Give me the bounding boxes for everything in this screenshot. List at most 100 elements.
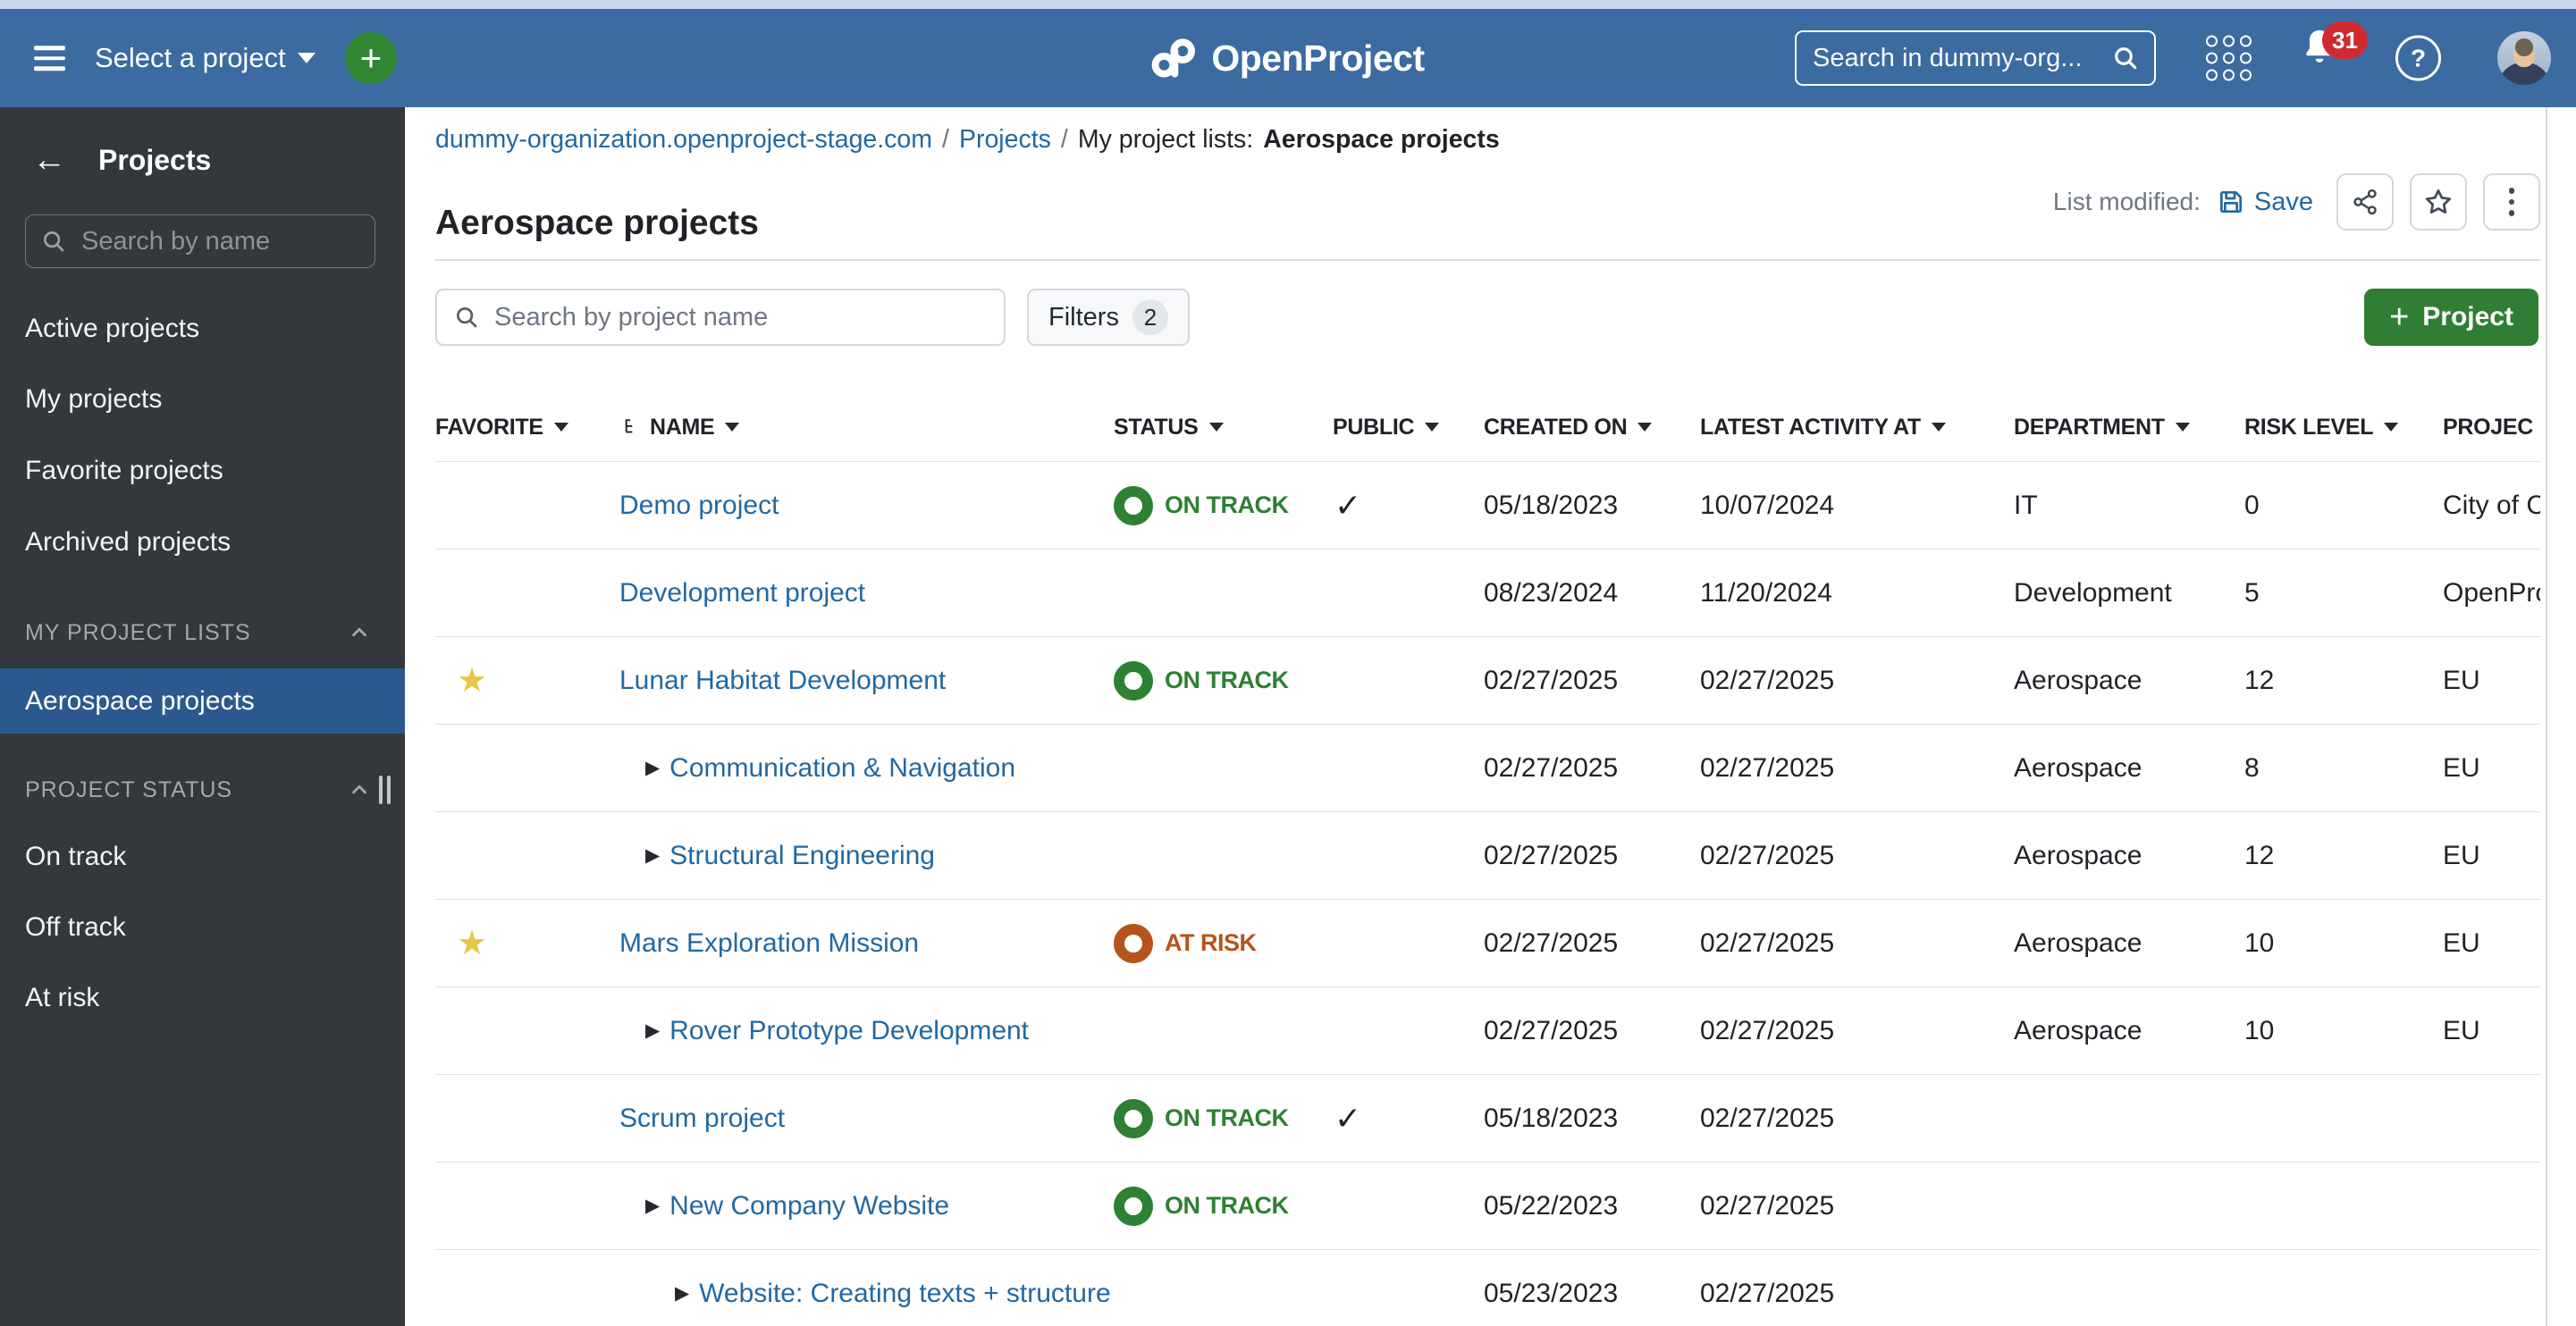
project-search-box[interactable] [435,289,1006,346]
openproject-logo-text: OpenProject [1211,37,1425,79]
sidebar-item-on-track[interactable]: On track [25,842,127,871]
status-cell: ON TRACK [1114,485,1333,525]
sidebar-item-at-risk[interactable]: At risk [25,983,100,1012]
main-content: dummy-organization.openproject-stage.com… [405,107,2576,1326]
back-arrow-icon[interactable]: ← [32,141,66,179]
column-header-label: CREATED ON [1484,414,1628,440]
favorite-star-icon[interactable]: ★ [457,662,488,700]
sidebar-section-project-status[interactable]: PROJECT STATUS [0,763,405,817]
latest-activity-cell: 10/07/2024 [1700,490,1835,520]
global-search-box[interactable] [1795,30,2156,86]
breadcrumb-current: Aerospace projects [1263,125,1500,154]
page-title: Aerospace projects [435,204,759,243]
status-donut-icon [1114,660,1153,701]
expand-arrow-icon[interactable]: ▶ [675,1283,690,1304]
project-link[interactable]: Communication & Navigation [669,752,1016,783]
right-scroll-edge[interactable] [2546,107,2547,1326]
sidebar-item-archived-projects[interactable]: Archived projects [25,527,232,557]
column-header-latest-activity-at[interactable]: LATEST ACTIVITY AT [1700,415,2014,441]
column-header-label: DEPARTMENT [2014,414,2165,440]
project-link[interactable]: Scrum project [619,1103,786,1133]
column-header-status[interactable]: STATUS [1114,415,1333,441]
breadcrumb-host-link[interactable]: dummy-organization.openproject-stage.com [435,125,933,154]
notification-count-badge[interactable]: 31 [2322,21,2368,59]
avatar[interactable] [2497,31,2551,85]
sidebar-item-aerospace-projects[interactable]: Aerospace projects [0,668,405,734]
department-cell: Aerospace [2014,665,2142,695]
projects-table-rows: Demo project ON TRACK ✓ 05/18/2023 10/07/202… [435,461,2540,1326]
table-row: ▶ Communication & Navigation 02/27/2025 02/… [435,724,2540,811]
global-search-input[interactable] [1811,42,2111,74]
sort-caret-icon [2384,423,2399,432]
expand-arrow-icon[interactable]: ▶ [645,1196,661,1216]
sidebar-resize-handle[interactable] [379,776,391,804]
project-link[interactable]: Website: Creating texts + structure [699,1278,1111,1308]
project-cell: EU [2443,665,2480,695]
status-donut-icon [1114,923,1153,963]
project-cell: City of C [2443,490,2540,520]
sidebar-search-input[interactable] [80,225,360,257]
table-row: ▶ Website: Creating texts + structure 05/2… [435,1249,2540,1326]
expand-arrow-icon[interactable]: ▶ [645,845,661,866]
column-header-department[interactable]: DEPARTMENT [2014,415,2244,441]
column-header-created-on[interactable]: CREATED ON [1484,415,1700,441]
share-button[interactable] [2336,173,2394,231]
column-header-name[interactable]: NAME [619,415,1114,441]
risk-level-cell: 12 [2244,665,2275,695]
favorite-cell: ★ [435,923,619,963]
column-header-risk-level[interactable]: RISK LEVEL [2244,415,2443,441]
project-link[interactable]: Development project [619,577,866,608]
share-icon [2353,189,2377,215]
apps-grid-icon[interactable] [2206,35,2252,81]
name-cell: ▶ New Company Website [619,1191,1114,1221]
public-cell: ✓ [1333,487,1484,525]
help-button[interactable]: ? [2395,35,2441,81]
latest-activity-cell: 02/27/2025 [1700,1190,1835,1221]
new-project-button[interactable]: + Project [2364,289,2538,346]
sidebar-item-active-projects[interactable]: Active projects [25,314,200,343]
hamburger-menu-icon[interactable] [34,46,65,71]
project-link[interactable]: Structural Engineering [669,840,935,870]
breadcrumb-projects-link[interactable]: Projects [958,125,1051,154]
public-check-icon: ✓ [1334,1099,1362,1137]
expand-arrow-icon[interactable]: ▶ [645,758,661,778]
expand-arrow-icon[interactable]: ▶ [645,1020,661,1041]
created-on-cell: 05/23/2023 [1484,1278,1619,1308]
status-donut-icon [1114,1098,1153,1138]
sidebar-item-favorite-projects[interactable]: Favorite projects [25,456,223,485]
sidebar-item-my-projects[interactable]: My projects [25,384,163,414]
select-project-label: Select a project [95,42,286,73]
sort-caret-icon [2175,423,2190,432]
project-cell: EU [2443,1015,2480,1045]
more-options-button[interactable] [2483,173,2540,231]
sidebar-item-off-track[interactable]: Off track [25,912,126,942]
global-add-button[interactable]: + [345,32,397,84]
filters-count-badge: 2 [1132,299,1168,335]
project-search-input[interactable] [492,301,988,333]
project-link[interactable]: Demo project [619,490,779,520]
sidebar-section-my-project-lists[interactable]: MY PROJECT LISTS [0,606,405,659]
save-button[interactable]: Save [2217,188,2313,217]
favorite-list-button[interactable] [2410,173,2467,231]
project-cell: EU [2443,927,2480,958]
project-link[interactable]: Rover Prototype Development [669,1015,1030,1045]
new-project-label: Project [2422,302,2513,332]
status-cell: AT RISK [1114,923,1333,963]
status-label: ON TRACK [1165,1104,1289,1131]
chevron-up-icon [352,627,366,637]
name-cell: Lunar Habitat Development [619,666,1114,696]
save-label: Save [2253,187,2313,216]
project-link[interactable]: Lunar Habitat Development [619,665,947,695]
favorite-star-icon[interactable]: ★ [457,925,488,962]
project-link[interactable]: New Company Website [669,1190,950,1221]
select-project-button[interactable]: Select a project [95,42,316,74]
column-header-project[interactable]: PROJEC [2443,415,2540,441]
filters-button[interactable]: Filters 2 [1027,289,1190,346]
sidebar-search-box[interactable] [25,214,375,268]
column-header-favorite[interactable]: FAVORITE [435,415,619,441]
column-header-public[interactable]: PUBLIC [1333,415,1484,441]
status-label: ON TRACK [1165,667,1289,693]
save-floppy-icon [2219,191,2242,213]
project-link[interactable]: Mars Exploration Mission [619,927,920,958]
openproject-logo[interactable]: OpenProject [1151,36,1425,80]
